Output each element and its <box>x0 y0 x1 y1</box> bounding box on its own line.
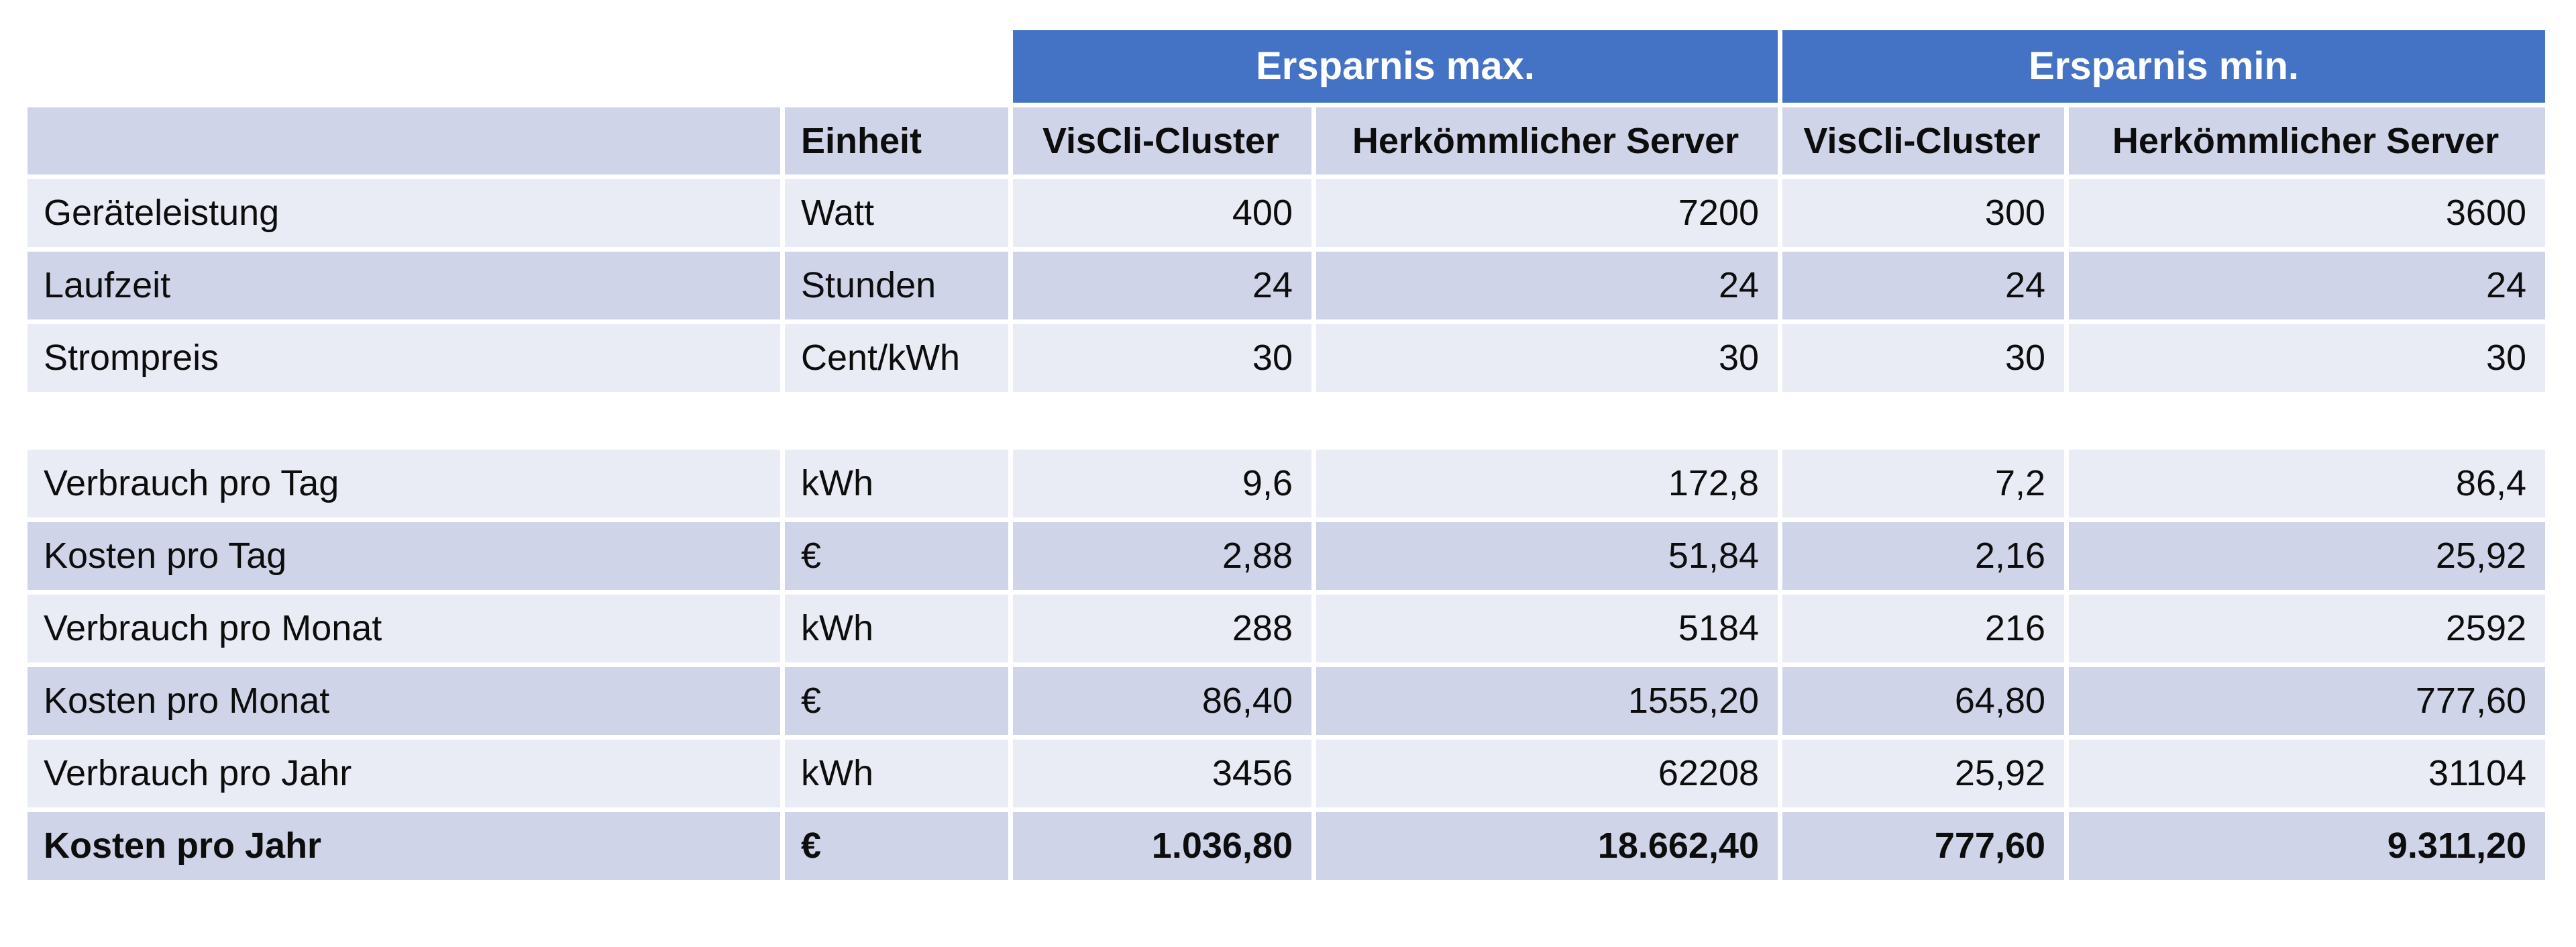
value-cell: 30 <box>1316 324 1778 392</box>
table-row-verbrauch-pro-jahr: Verbrauch pro Jahr kWh 3456 62208 25,92 … <box>28 740 2546 807</box>
value-cell: 216 <box>1782 595 2065 662</box>
value-cell: 62208 <box>1316 740 1778 807</box>
unit-cell: € <box>785 522 1008 590</box>
column-header-row: Einheit VisCli-Cluster Herkömmlicher Ser… <box>28 107 2546 175</box>
group-header-ersparnis-max: Ersparnis max. <box>1013 30 1778 103</box>
row-label: Verbrauch pro Monat <box>28 595 780 662</box>
value-cell: 5184 <box>1316 595 1778 662</box>
value-cell: 51,84 <box>1316 522 1778 590</box>
value-cell: 24 <box>2069 252 2546 319</box>
table-row-verbrauch-pro-tag: Verbrauch pro Tag kWh 9,6 172,8 7,2 86,4 <box>28 450 2546 517</box>
value-cell: 24 <box>1316 252 1778 319</box>
value-cell: 7,2 <box>1782 450 2065 517</box>
row-label: Geräteleistung <box>28 179 780 247</box>
row-label: Strompreis <box>28 324 780 392</box>
value-cell: 30 <box>2069 324 2546 392</box>
row-label: Kosten pro Jahr <box>28 812 780 880</box>
value-cell: 86,4 <box>2069 450 2546 517</box>
unit-cell: Cent/kWh <box>785 324 1008 392</box>
unit-cell: Watt <box>785 179 1008 247</box>
row-label: Kosten pro Monat <box>28 667 780 735</box>
value-cell: 777,60 <box>2069 667 2546 735</box>
group-header-spacer <box>28 30 1008 103</box>
value-cell: 1555,20 <box>1316 667 1778 735</box>
row-label: Laufzeit <box>28 252 780 319</box>
value-cell: 400 <box>1013 179 1311 247</box>
value-cell: 18.662,40 <box>1316 812 1778 880</box>
value-cell: 30 <box>1782 324 2065 392</box>
unit-cell: kWh <box>785 740 1008 807</box>
column-header-einheit: Einheit <box>785 107 1008 175</box>
unit-cell: kWh <box>785 595 1008 662</box>
group-header-ersparnis-min: Ersparnis min. <box>1782 30 2546 103</box>
group-header-row: Ersparnis max. Ersparnis min. <box>28 30 2546 103</box>
value-cell: 288 <box>1013 595 1311 662</box>
value-cell: 777,60 <box>1782 812 2065 880</box>
value-cell: 300 <box>1782 179 2065 247</box>
table-row-verbrauch-pro-monat: Verbrauch pro Monat kWh 288 5184 216 259… <box>28 595 2546 662</box>
energy-cost-table: Ersparnis max. Ersparnis min. Einheit Vi… <box>23 26 2550 885</box>
table-row-geraeteleistung: Geräteleistung Watt 400 7200 300 3600 <box>28 179 2546 247</box>
row-label: Kosten pro Tag <box>28 522 780 590</box>
table-row-kosten-pro-jahr-total: Kosten pro Jahr € 1.036,80 18.662,40 777… <box>28 812 2546 880</box>
value-cell: 30 <box>1013 324 1311 392</box>
column-header-viscli-min: VisCli-Cluster <box>1782 107 2065 175</box>
value-cell: 1.036,80 <box>1013 812 1311 880</box>
value-cell: 86,40 <box>1013 667 1311 735</box>
value-cell: 3600 <box>2069 179 2546 247</box>
unit-cell: Stunden <box>785 252 1008 319</box>
value-cell: 24 <box>1782 252 2065 319</box>
row-label: Verbrauch pro Tag <box>28 450 780 517</box>
column-header-server-max: Herkömmlicher Server <box>1316 107 1778 175</box>
unit-cell: € <box>785 812 1008 880</box>
value-cell: 2,16 <box>1782 522 2065 590</box>
value-cell: 25,92 <box>1782 740 2065 807</box>
spacer-cell <box>28 397 2545 445</box>
value-cell: 25,92 <box>2069 522 2546 590</box>
row-label: Verbrauch pro Jahr <box>28 740 780 807</box>
unit-cell: kWh <box>785 450 1008 517</box>
value-cell: 24 <box>1013 252 1311 319</box>
value-cell: 7200 <box>1316 179 1778 247</box>
table-row-laufzeit: Laufzeit Stunden 24 24 24 24 <box>28 252 2546 319</box>
value-cell: 31104 <box>2069 740 2546 807</box>
column-header-empty <box>28 107 780 175</box>
table-row-kosten-pro-monat: Kosten pro Monat € 86,40 1555,20 64,80 7… <box>28 667 2546 735</box>
value-cell: 2,88 <box>1013 522 1311 590</box>
value-cell: 172,8 <box>1316 450 1778 517</box>
value-cell: 9,6 <box>1013 450 1311 517</box>
column-header-viscli-max: VisCli-Cluster <box>1013 107 1311 175</box>
table-row-strompreis: Strompreis Cent/kWh 30 30 30 30 <box>28 324 2546 392</box>
value-cell: 9.311,20 <box>2069 812 2546 880</box>
unit-cell: € <box>785 667 1008 735</box>
slide-canvas: { "table": { "colors": { "header_blue": … <box>0 26 2576 947</box>
value-cell: 3456 <box>1013 740 1311 807</box>
value-cell: 2592 <box>2069 595 2546 662</box>
column-header-server-min: Herkömmlicher Server <box>2069 107 2546 175</box>
table-row-kosten-pro-tag: Kosten pro Tag € 2,88 51,84 2,16 25,92 <box>28 522 2546 590</box>
value-cell: 64,80 <box>1782 667 2065 735</box>
spacer-row <box>28 397 2545 445</box>
